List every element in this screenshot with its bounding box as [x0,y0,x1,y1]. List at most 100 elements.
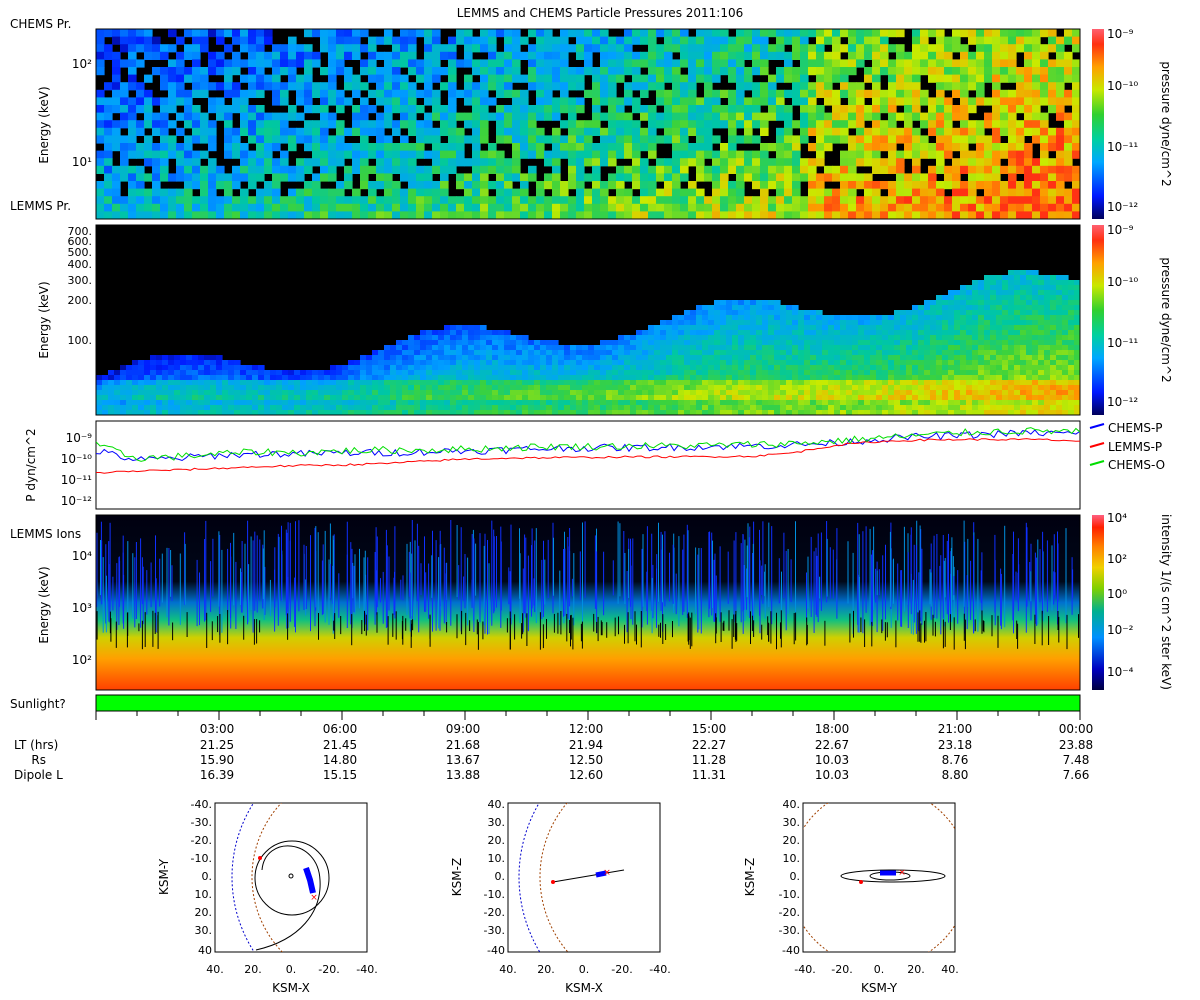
lemms-pr-cell [816,395,823,401]
chems-cell [448,135,457,144]
lemms-pr-cell [918,325,925,331]
chems-cell [128,36,137,45]
chems-cell [104,29,113,38]
chems-cell [856,112,865,121]
chems-cell [104,44,113,53]
lemms-pr-cell [330,365,337,371]
chems-cell [968,29,977,38]
lemms-pr-cell [138,380,145,386]
lemms-pr-cell [738,310,745,316]
lemms-pr-cell [438,400,445,406]
lemms-pr-cell [972,295,979,301]
lemms-pr-cell [486,375,493,381]
lemms-pr-cell [972,305,979,311]
chems-cell [1008,150,1017,159]
lemms-pr-cell [690,325,697,331]
lemms-pr-cell [924,375,931,381]
chems-cell [856,143,865,152]
lemms-pr-cell [744,405,751,411]
chems-cell [160,196,169,205]
lemms-pr-panel: LEMMS Pr. Energy (keV) 700. 600. 500. 40… [10,199,1173,416]
chems-cell [992,97,1001,106]
chems-cell [1048,44,1057,53]
lemms-pr-cell [858,355,865,361]
chems-cell [360,127,369,136]
chems-cell [424,127,433,136]
chems-cell [816,44,825,53]
chems-cell [944,173,953,182]
chems-cell [936,135,945,144]
chems-cell [112,127,121,136]
lemms-pr-cell [606,370,613,376]
chems-cell [304,158,313,167]
chems-cell [960,97,969,106]
lemms-pr-cell [942,375,949,381]
lemms-pr-cell [300,400,307,406]
chems-cell [872,82,881,91]
chems-cell [480,188,489,197]
chems-cell [288,67,297,76]
chems-cell [680,44,689,53]
chems-cell [592,203,601,212]
chems-cell [1056,67,1065,76]
lemms-pr-cell [948,315,955,321]
lemms-pr-cell [954,410,961,415]
chems-cell [712,173,721,182]
lemms-pr-cell [696,355,703,361]
chems-cell [928,173,937,182]
chems-cell [816,150,825,159]
lemms-pr-cell [930,360,937,366]
chems-cell [344,67,353,76]
lemms-pr-cell [138,365,145,371]
lemms-pr-cell [432,395,439,401]
lemms-pr-cell [840,350,847,356]
lemms-pr-cell [768,350,775,356]
lemms-pr-cell [474,355,481,361]
lemms-pr-cell [744,335,751,341]
lemms-pr-cell [582,350,589,356]
lemms-pr-cell [348,370,355,376]
lemms-pr-cell [912,320,919,326]
lemms-pr-cell [624,340,631,346]
chems-cell [672,181,681,190]
chems-cell [488,112,497,121]
lemms-pr-cell [108,385,115,391]
lemms-pr-cell [498,365,505,371]
lemms-pr-cell [240,375,247,381]
lemms-pr-cell [444,360,451,366]
chems-cell [344,36,353,45]
lemms-pr-cell [654,340,661,346]
chems-cell [240,89,249,98]
lemms-pr-cell [684,340,691,346]
chems-cell [640,36,649,45]
chems-cell [456,150,465,159]
lemms-pr-cell [144,380,151,386]
chems-cell [496,89,505,98]
chems-cell [352,143,361,152]
lemms-pr-cell [552,410,559,415]
lemms-pr-cell [774,305,781,311]
chems-cell [416,211,425,219]
lemms-pr-cell [966,340,973,346]
lemms-pr-cell [786,305,793,311]
lemms-pr-cell [438,380,445,386]
lemms-pr-cell [918,315,925,321]
chems-cell [952,74,961,83]
chems-cell [864,67,873,76]
chems-cell [760,29,769,38]
lemms-pr-cell [720,310,727,316]
chems-cell [264,36,273,45]
chems-cell [496,173,505,182]
lemms-pr-cell [204,355,211,361]
chems-cell [432,143,441,152]
lemms-pr-cell [588,400,595,406]
lemms-pr-cell [234,400,241,406]
chems-cell [496,127,505,136]
lemms-pr-cell [966,375,973,381]
lemms-pr-cell [294,410,301,415]
lemms-pr-cell [654,375,661,381]
lemms-pr-cell [876,400,883,406]
lemms-pr-cell [774,320,781,326]
lemms-pr-cell [870,380,877,386]
lemms-pr-cell [696,345,703,351]
